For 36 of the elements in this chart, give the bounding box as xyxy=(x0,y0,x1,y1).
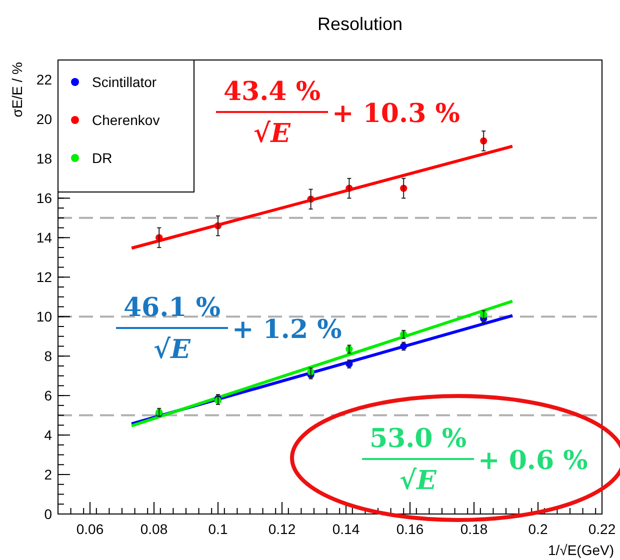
annotation: 43.4 % xyxy=(223,77,321,107)
legend-label: DR xyxy=(92,150,112,166)
y-tick-label: 14 xyxy=(36,230,52,246)
x-tick-label: 0.12 xyxy=(268,521,296,537)
annotation: 53.0 % xyxy=(369,424,467,454)
annotation: √E xyxy=(254,119,292,149)
y-tick-label: 18 xyxy=(36,150,52,167)
x-tick-label: 0.1 xyxy=(208,521,228,537)
legend-label: Scintillator xyxy=(92,74,157,90)
legend-label: Cherenkov xyxy=(92,112,160,128)
x-tick-label: 0.18 xyxy=(460,521,488,537)
chart-title: Resolution xyxy=(317,14,403,34)
y-tick-label: 2 xyxy=(44,466,52,483)
annotation: √E xyxy=(154,335,192,365)
y-tick-label: 12 xyxy=(36,269,52,286)
x-tick-label: 0.14 xyxy=(332,521,360,537)
y-tick-label: 16 xyxy=(36,190,52,206)
y-tick-label: 4 xyxy=(44,427,52,444)
y-tick-label: 6 xyxy=(44,388,52,404)
annotation: 46.1 % xyxy=(123,293,221,323)
x-axis-title: 1/√E(GeV) xyxy=(548,542,614,558)
y-tick-label: 20 xyxy=(36,111,52,128)
annotation: + 10.3 % xyxy=(332,99,460,129)
y-axis-title: σE/E / % xyxy=(9,62,25,118)
annotation: √E xyxy=(400,466,438,496)
annotation: + 1.2 % xyxy=(232,315,342,345)
y-tick-label: 22 xyxy=(36,72,52,88)
x-tick-label: 0.2 xyxy=(528,521,548,537)
x-tick-label: 0.16 xyxy=(396,521,424,537)
y-tick-label: 8 xyxy=(44,348,52,364)
x-tick-label: 0.06 xyxy=(76,521,104,537)
y-tick-label: 10 xyxy=(36,308,52,325)
y-tick-label: 0 xyxy=(44,506,52,522)
x-tick-label: 0.08 xyxy=(140,521,168,537)
x-tick-label: 0.22 xyxy=(588,521,616,537)
annotation: + 0.6 % xyxy=(478,446,588,476)
